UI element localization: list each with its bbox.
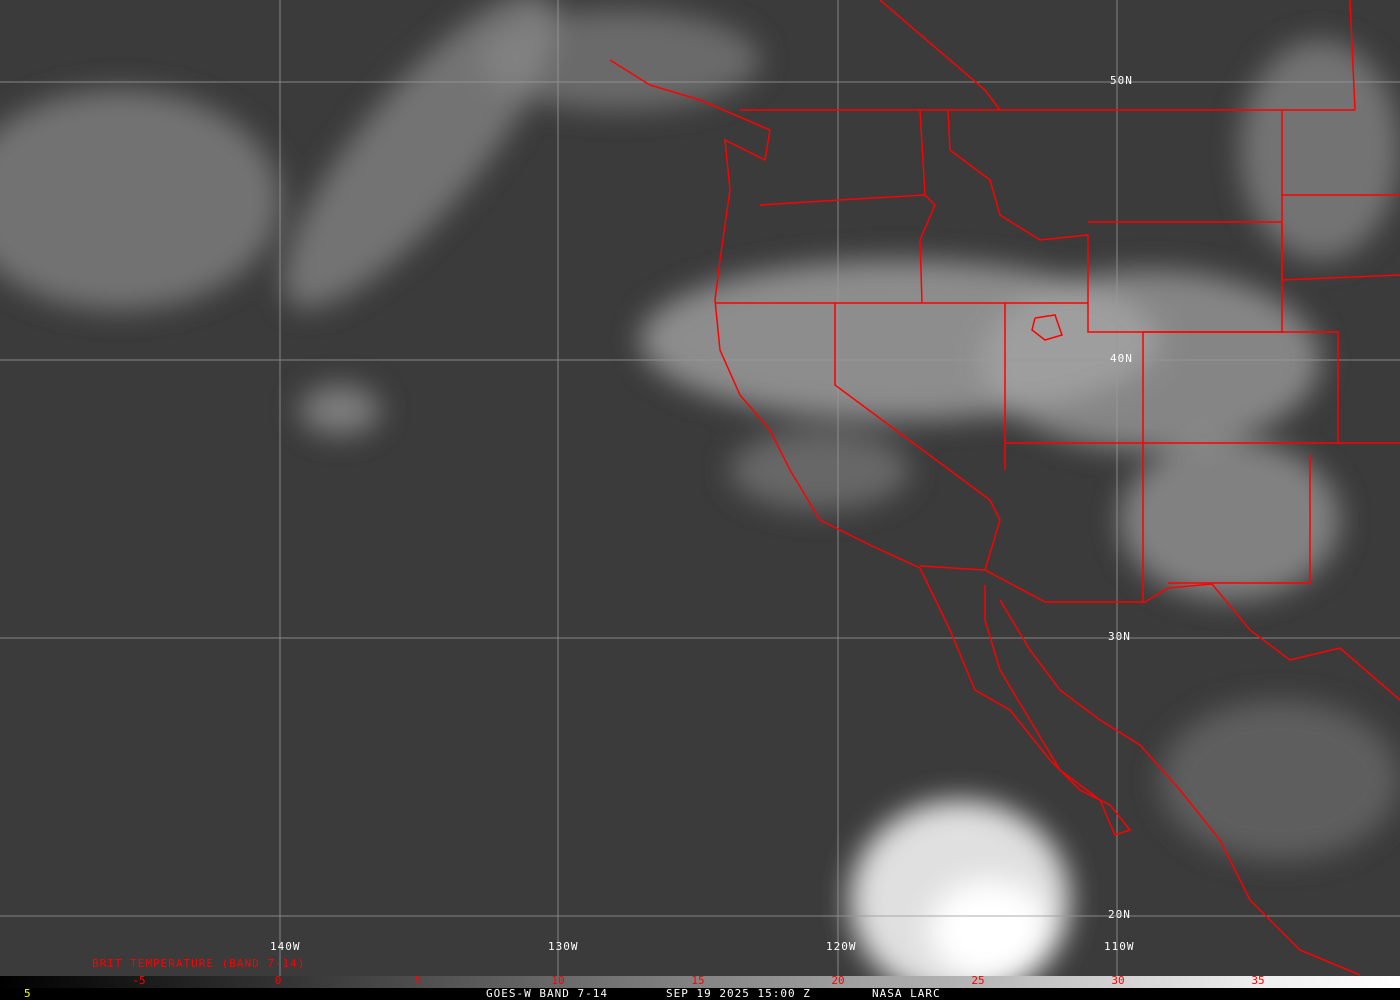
- lat-label-20n: 20N: [1108, 908, 1131, 921]
- colorbar-tick: 25: [971, 974, 985, 987]
- mt-nd-border: [1281, 110, 1400, 281]
- lon-label-110w: 110W: [1104, 940, 1135, 953]
- colorbar-tick: 20: [831, 974, 845, 987]
- us-mexico-border: [919, 565, 1400, 701]
- co-box: [1143, 331, 1339, 443]
- product-label: BRIT TEMPERATURE (BAND 7-14): [92, 957, 306, 970]
- colorbar-tick: -5: [132, 974, 146, 987]
- canada-border-east: [1349, 0, 1356, 111]
- frame-number: 5: [24, 987, 32, 1000]
- great-salt-lake: [1031, 314, 1063, 341]
- colorbar-tick: 30: [1111, 974, 1125, 987]
- wa-or-border: [759, 194, 936, 304]
- footer-title: GOES-W BAND 7-14: [486, 987, 608, 1000]
- bc-ab-border: [879, 0, 1001, 111]
- mexico-mainland-coast: [999, 599, 1361, 976]
- colorbar-tick: 15: [691, 974, 705, 987]
- lon-label-140w: 140W: [270, 940, 301, 953]
- ut-co-border: [1087, 303, 1144, 602]
- coastline-west: [609, 59, 921, 569]
- lon-label-130w: 130W: [548, 940, 579, 953]
- baja-pacific-coast: [919, 567, 1132, 836]
- lon-label-120w: 120W: [826, 940, 857, 953]
- colorbar-tick: 35: [1251, 974, 1265, 987]
- id-mt-border: [947, 109, 1089, 303]
- id-border: [919, 109, 926, 196]
- colorbar-tick: 5: [414, 974, 422, 987]
- ca-nv-border: [834, 303, 1001, 571]
- footer-bar: 5 GOES-W BAND 7-14 SEP 19 2025 15:00 Z N…: [0, 987, 1400, 1000]
- footer-credit: NASA LARC: [872, 987, 941, 1000]
- lat-label-40n: 40N: [1110, 352, 1133, 365]
- political-borders: [609, 0, 1400, 976]
- lat-label-50n: 50N: [1110, 74, 1133, 87]
- nm-east: [1168, 455, 1311, 584]
- colorbar-tick: 0: [274, 974, 282, 987]
- colorbar-tick: 10: [551, 974, 565, 987]
- colorbar: -5 0 5 10 15 20 25 30 35: [0, 974, 1400, 988]
- lat-label-30n: 30N: [1108, 630, 1131, 643]
- footer-datetime: SEP 19 2025 15:00 Z: [666, 987, 811, 1000]
